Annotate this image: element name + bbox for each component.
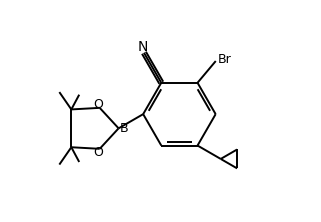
Text: B: B <box>120 122 129 135</box>
Text: O: O <box>93 97 103 111</box>
Text: N: N <box>137 40 148 54</box>
Text: O: O <box>93 146 103 159</box>
Text: Br: Br <box>218 53 231 66</box>
